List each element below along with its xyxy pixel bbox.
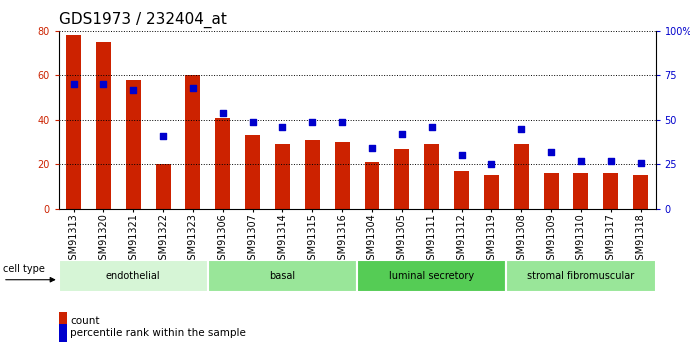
Text: endothelial: endothelial xyxy=(106,271,161,281)
Bar xyxy=(364,162,380,209)
Point xyxy=(426,124,437,130)
Bar xyxy=(208,260,357,292)
Text: count: count xyxy=(70,316,100,326)
Point xyxy=(366,146,377,151)
Point xyxy=(486,161,497,167)
Point xyxy=(546,149,557,155)
Text: luminal secretory: luminal secretory xyxy=(389,271,474,281)
Point xyxy=(247,119,258,125)
Point xyxy=(337,119,348,125)
Point xyxy=(98,82,109,87)
Bar xyxy=(357,260,506,292)
Bar xyxy=(186,76,200,209)
Point xyxy=(605,158,616,164)
Bar xyxy=(66,36,81,209)
Bar xyxy=(156,164,170,209)
Point xyxy=(575,158,586,164)
Point xyxy=(68,82,79,87)
Bar xyxy=(59,260,208,292)
Point xyxy=(277,124,288,130)
Text: stromal fibromuscular: stromal fibromuscular xyxy=(527,271,635,281)
Bar xyxy=(603,173,618,209)
Point xyxy=(515,126,526,131)
Bar xyxy=(633,175,648,209)
Bar xyxy=(245,136,260,209)
Point xyxy=(456,152,467,158)
Point xyxy=(128,87,139,92)
Text: percentile rank within the sample: percentile rank within the sample xyxy=(70,328,246,338)
Point xyxy=(307,119,318,125)
Bar xyxy=(126,80,141,209)
Point xyxy=(635,160,646,165)
Bar xyxy=(275,144,290,209)
Bar xyxy=(544,173,558,209)
Bar xyxy=(454,171,469,209)
Text: GDS1973 / 232404_at: GDS1973 / 232404_at xyxy=(59,12,226,28)
Text: basal: basal xyxy=(269,271,295,281)
Bar xyxy=(305,140,319,209)
Point xyxy=(157,133,168,139)
Bar xyxy=(514,144,529,209)
Point xyxy=(188,85,199,91)
Bar xyxy=(215,118,230,209)
Point xyxy=(396,131,407,137)
Bar xyxy=(395,149,409,209)
Bar xyxy=(506,260,656,292)
Bar xyxy=(484,175,499,209)
Bar xyxy=(573,173,589,209)
Bar xyxy=(335,142,350,209)
Point xyxy=(217,110,228,116)
Bar xyxy=(96,42,111,209)
Text: cell type: cell type xyxy=(3,264,45,274)
Bar xyxy=(424,144,439,209)
